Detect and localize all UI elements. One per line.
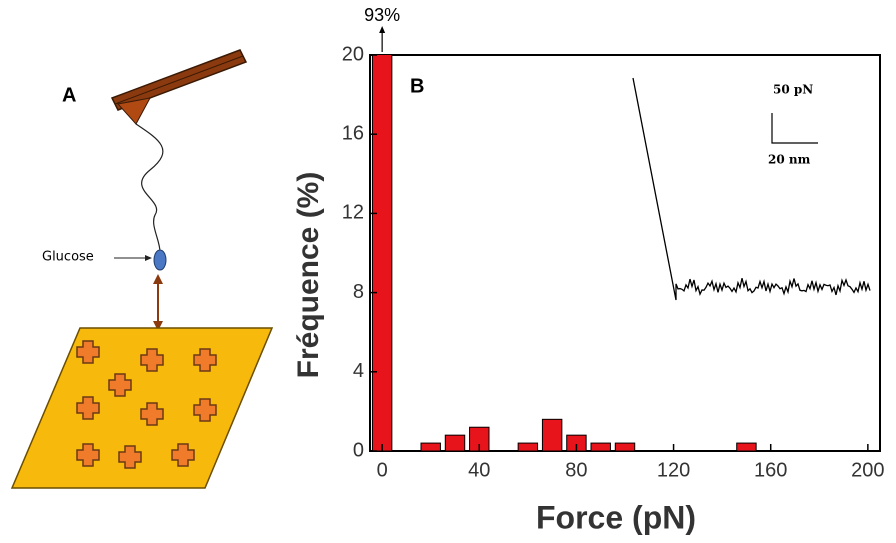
x-tick-label: 80 xyxy=(565,459,587,481)
y-tick-label: 16 xyxy=(342,122,364,144)
panel-a-diagram: A Glucose xyxy=(10,49,274,489)
y-tick-label: 8 xyxy=(353,281,364,303)
x-tick-label: 160 xyxy=(754,459,787,481)
bar xyxy=(566,434,587,451)
bar xyxy=(590,442,611,451)
plot-frame xyxy=(369,54,881,452)
bar xyxy=(444,434,466,451)
bar xyxy=(517,442,539,451)
y-tick-label: 0 xyxy=(353,439,364,461)
bar xyxy=(541,418,563,451)
y-axis-label: Fréquence (%) xyxy=(292,172,325,379)
inset-x-scale: 20 nm xyxy=(768,153,811,167)
bar xyxy=(371,55,393,451)
bar xyxy=(614,442,636,451)
panel-label: B xyxy=(410,75,424,97)
x-axis-label: Force (pN) xyxy=(536,499,696,535)
bar xyxy=(736,442,757,451)
value-label: 93% xyxy=(364,5,400,25)
panel-label: A xyxy=(62,84,76,106)
bar xyxy=(420,442,441,451)
x-tick-label: 120 xyxy=(657,459,690,481)
y-tick-label: 4 xyxy=(353,360,364,382)
glucose-label: Glucose xyxy=(42,250,94,265)
arrow-head xyxy=(379,26,386,33)
y-tick-label: 12 xyxy=(342,202,364,224)
x-tick-label: 0 xyxy=(377,459,388,481)
x-tick-label: 200 xyxy=(851,459,884,481)
x-tick-label: 40 xyxy=(468,459,490,481)
y-tick-label: 20 xyxy=(342,43,364,65)
inset-y-scale: 50 pN xyxy=(773,83,813,97)
inset: 50 pN 20 nm xyxy=(632,77,871,301)
